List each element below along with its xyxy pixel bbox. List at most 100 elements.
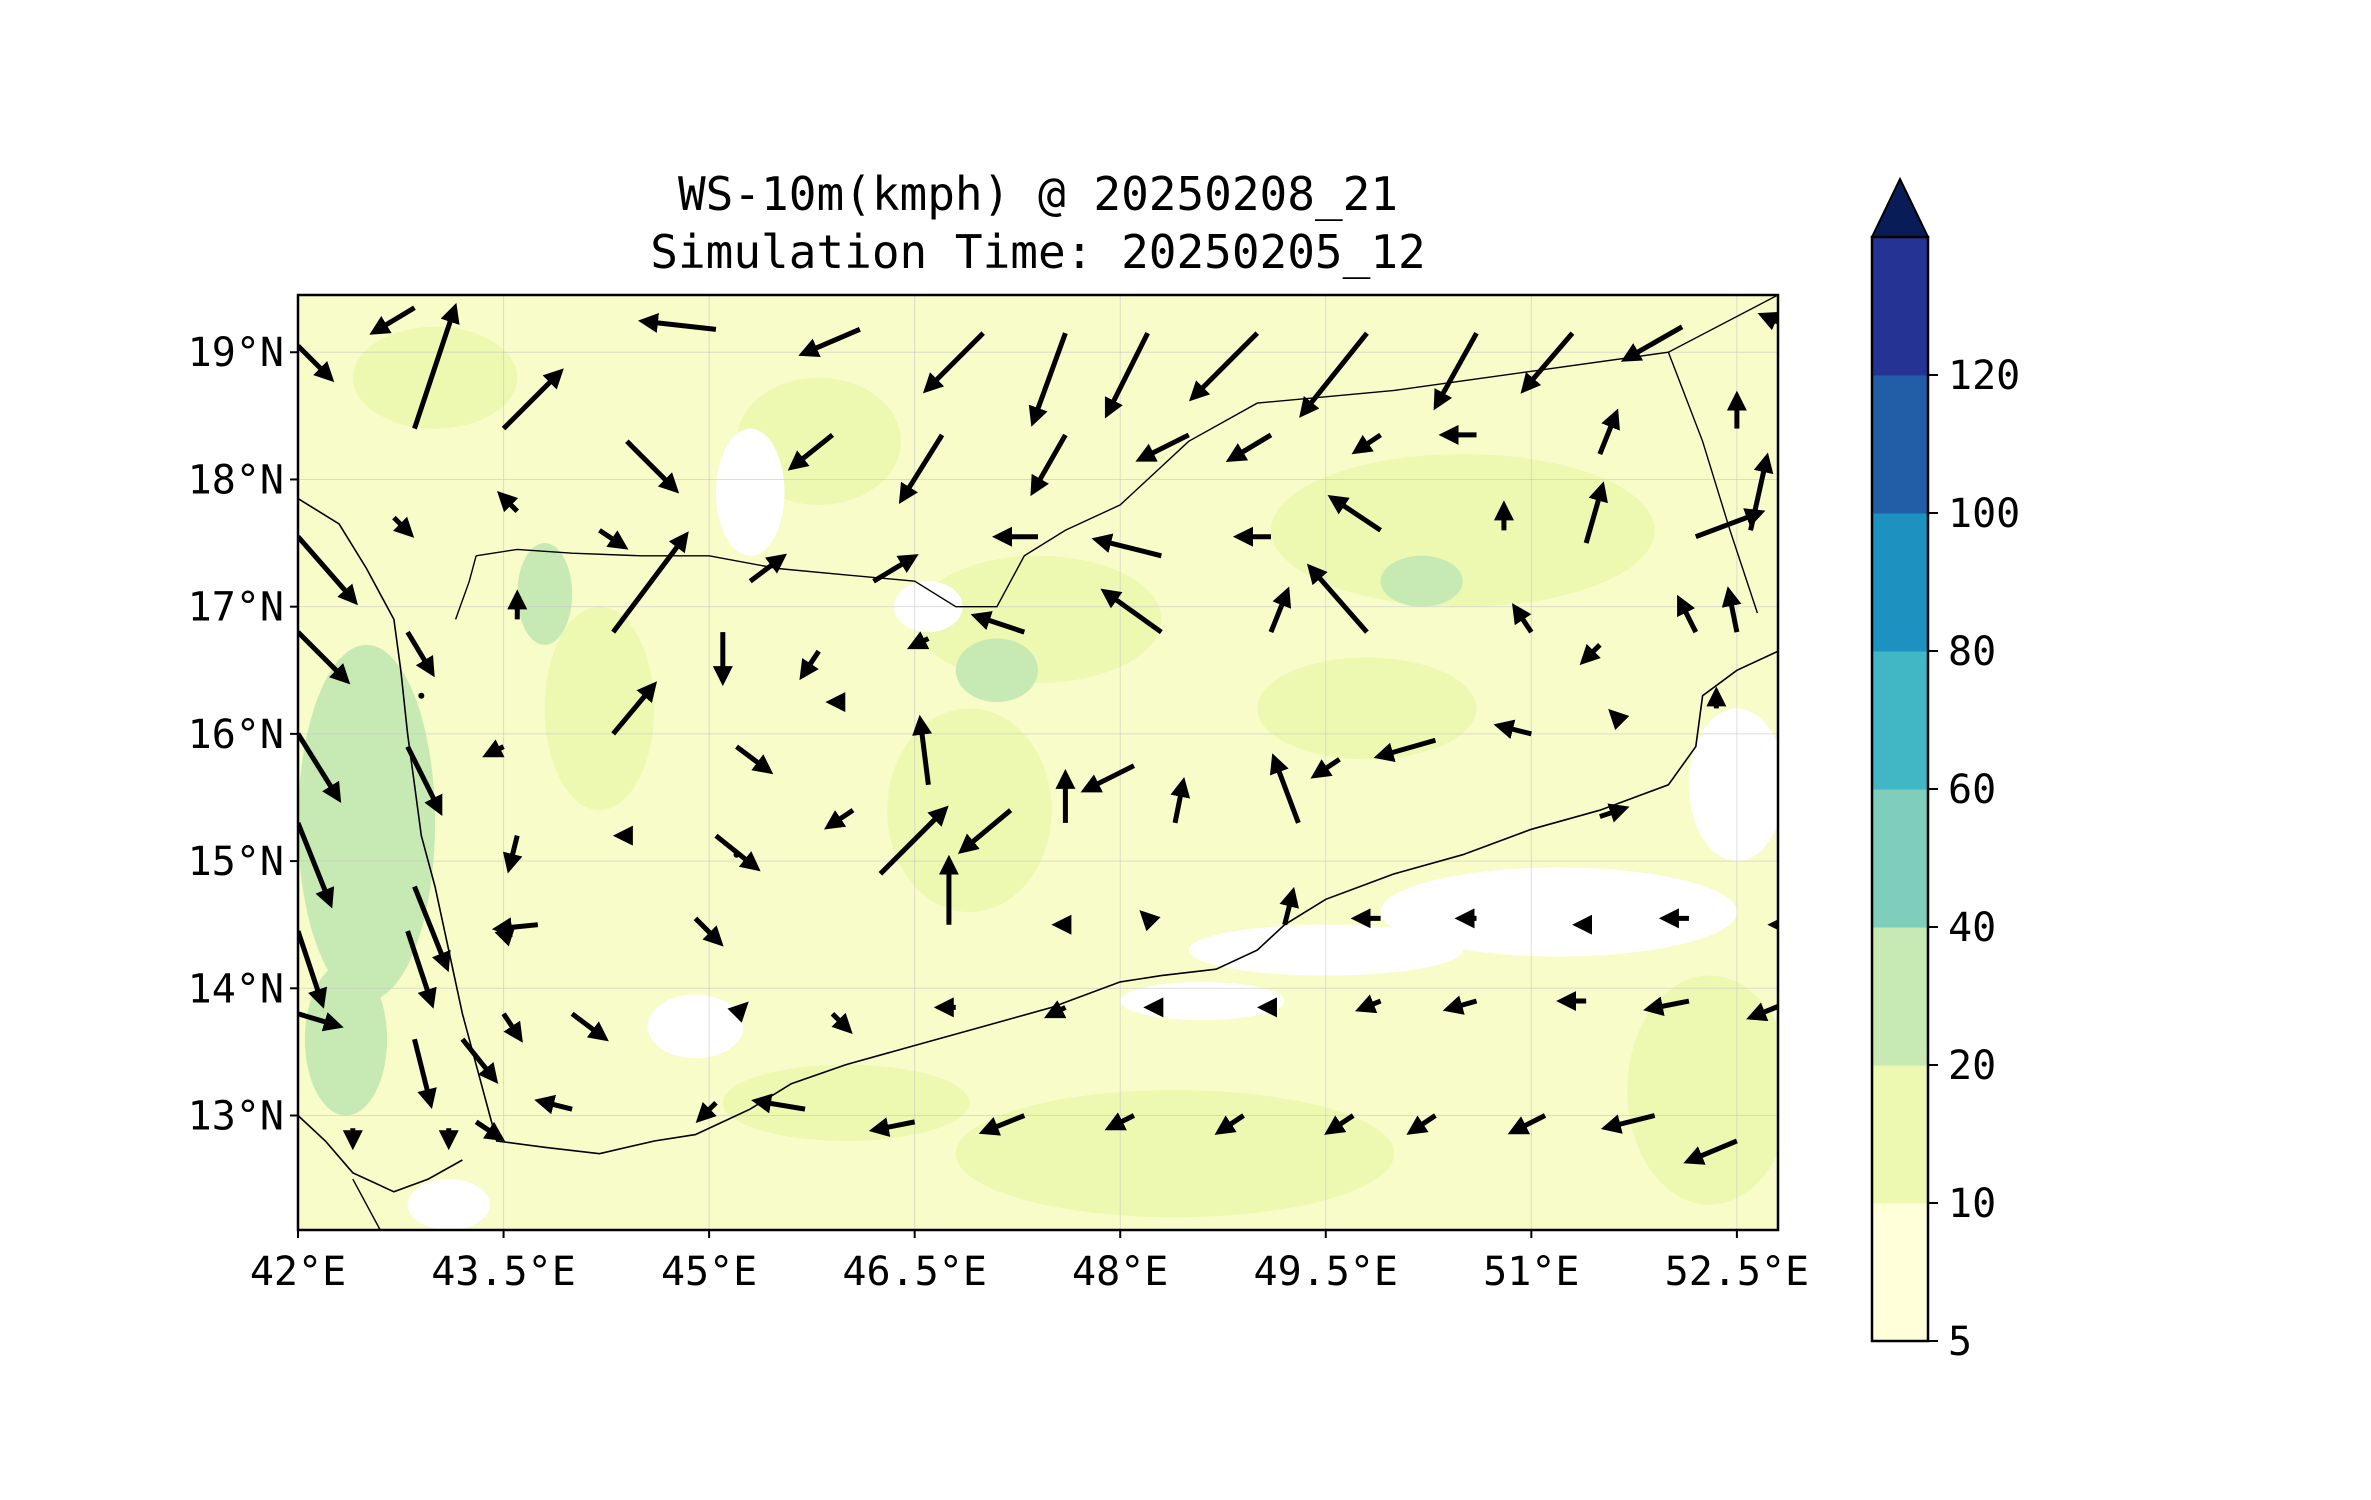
wind-vector (1507, 1113, 1547, 1135)
wind-vector (1351, 432, 1382, 455)
wind-vector (1683, 1138, 1738, 1165)
wind-vector (970, 611, 1026, 635)
wind-vector (298, 821, 335, 909)
title-line-1: WS-10m(kmph) @ 20250208_21 (677, 167, 1399, 221)
colorbar-segment (1872, 1065, 1928, 1204)
wind-speed-patch-20-40 (517, 543, 573, 645)
wind-vector (1225, 432, 1273, 463)
wind-vector (1214, 1113, 1245, 1135)
latitude-tick-label: 14°N (188, 966, 284, 1012)
wind-vector (735, 744, 774, 775)
wind-speed-patch-20-40 (955, 638, 1038, 703)
wind-vector (751, 1093, 806, 1114)
wind-vector (1269, 753, 1301, 824)
wind-vector (1694, 508, 1766, 540)
wind-vector (1748, 452, 1774, 531)
map-frame (296, 293, 1780, 1232)
wind-vector (598, 528, 629, 550)
wind-vector (1299, 331, 1369, 418)
colorbar-tick-label: 120 (1948, 353, 2020, 399)
wind-vector (1030, 433, 1068, 497)
colorbar-segment (1872, 513, 1928, 652)
wind-vector (405, 630, 435, 678)
wind-vectors (298, 302, 1819, 1165)
african-coastline (298, 1114, 463, 1193)
colorbar-segment (1872, 789, 1928, 928)
wind-vector (1600, 1113, 1656, 1134)
wind-speed-patch-below-5 (715, 428, 785, 556)
wind-speed-patch-below-5 (1120, 981, 1285, 1021)
wind-vector (1310, 757, 1341, 779)
wind-vector (412, 302, 460, 430)
wind-vector (1608, 708, 1630, 731)
latitude-axis: 13°N 14°N 15°N 16°N 17°N 18°N 19°N (188, 330, 298, 1140)
wind-vector (1327, 495, 1382, 533)
wind-vector (1170, 777, 1191, 824)
wind-vector (611, 531, 689, 634)
wind-vector (298, 1011, 344, 1032)
wind-vector (1104, 1112, 1136, 1131)
wind-vector (1406, 1113, 1437, 1135)
wind-vector (1028, 332, 1068, 427)
longitude-tick-label: 46.5°E (842, 1249, 987, 1295)
wind-vector (1355, 994, 1382, 1014)
wind-vector (474, 1119, 506, 1142)
country-border (352, 1178, 381, 1230)
colorbar-tick-label: 20 (1948, 1043, 1996, 1089)
wind-vector (878, 805, 949, 876)
wind-speed-patch-below-5 (407, 1179, 490, 1230)
wind-vector (733, 851, 740, 858)
wind-vector (1721, 586, 1742, 633)
wind-vector (872, 554, 919, 584)
wind-vector (625, 439, 680, 494)
wind-vector (1044, 1000, 1067, 1019)
colorbar-tick-label: 100 (1948, 491, 2020, 537)
wind-vector (1279, 886, 1299, 926)
wind-vector (1757, 311, 1778, 331)
colorbar-tick-label: 40 (1948, 905, 1996, 951)
latitude-tick-label: 16°N (188, 712, 284, 758)
wind-vector (412, 1038, 437, 1110)
wind-vector (1583, 481, 1608, 544)
wind-vector (392, 515, 415, 538)
wind-vector (922, 331, 985, 394)
colorbar-segment (1872, 1203, 1928, 1342)
wind-vector (1139, 910, 1161, 932)
wind-vector (1135, 432, 1190, 462)
wind-vector (1442, 995, 1478, 1015)
wind-vector (418, 692, 425, 699)
wind-vector (412, 885, 451, 973)
country-border (475, 295, 1778, 608)
longitude-tick-label: 49.5°E (1254, 1249, 1399, 1295)
wind-vector (570, 1011, 609, 1042)
wind-vector (497, 491, 520, 514)
wind-vector (830, 1011, 853, 1034)
wind-vector (1324, 1113, 1355, 1135)
wind-vector (611, 681, 658, 736)
wind-vector (693, 916, 724, 947)
wind-vector (501, 1012, 523, 1043)
latitude-tick-label: 19°N (188, 330, 284, 376)
wind-vector (824, 808, 855, 830)
colorbar-extend-triangle (1870, 176, 1930, 238)
wind-vector (798, 327, 861, 358)
title-line-2: Simulation Time: 20250205_12 (650, 225, 1426, 279)
wind-speed-patch-10-20 (544, 606, 655, 811)
wind-vector (1597, 408, 1620, 455)
wind-vector (1189, 331, 1260, 402)
longitude-tick-label: 52.5°E (1665, 1249, 1810, 1295)
wind-speed-patch-20-40 (1380, 555, 1463, 607)
wind-speed-patch-below-5 (1688, 708, 1778, 862)
wind-vector (405, 930, 437, 1009)
wind-vector (1803, 815, 1819, 823)
wind-speed-patch-below-5 (647, 994, 744, 1059)
colorbar-tick-label: 5 (1948, 1319, 1972, 1365)
wind-vector (482, 739, 505, 758)
wind-vector (1746, 1002, 1778, 1022)
wind-speed-patch-10-20 (1270, 454, 1655, 607)
latitude-tick-label: 17°N (188, 585, 284, 631)
longitude-tick-label: 42°E (250, 1249, 346, 1295)
wind-vector (868, 1117, 916, 1137)
latitude-tick-label: 15°N (188, 839, 284, 885)
